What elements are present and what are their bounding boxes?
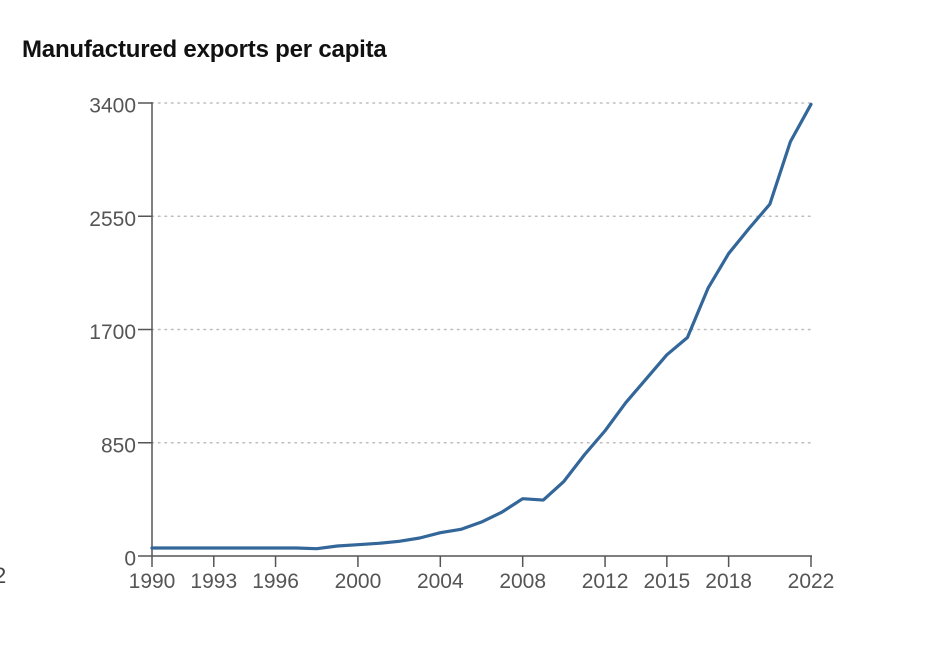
x-tick-label-2022: 2022 <box>788 570 835 593</box>
series <box>150 102 813 551</box>
x-tick-label-1996: 1996 <box>252 570 299 593</box>
y-tick-label-850: 850 <box>101 434 136 457</box>
x-tick-label-2004: 2004 <box>417 570 464 593</box>
x-tick-label-2015: 2015 <box>643 570 690 593</box>
axes: 0 850 1700 2550 3400 1990 1993 1996 2000 2004 2008… <box>89 95 834 593</box>
x-tick-label-2000: 2000 <box>335 570 382 593</box>
chart-title: Manufactured exports per capita <box>22 36 387 63</box>
gridlines <box>151 102 814 444</box>
x-tick-label-2018: 2018 <box>705 570 752 593</box>
x-tick-label-2012: 2012 <box>582 570 629 593</box>
y-tick-label-2550: 2550 <box>89 208 136 231</box>
x-tick-label-1990: 1990 <box>129 570 176 593</box>
y-tick-label-1700: 1700 <box>89 321 136 344</box>
series-line-0 <box>150 102 813 551</box>
x-tick-label-2008: 2008 <box>499 570 546 593</box>
x-tick-label-1993: 1993 <box>190 570 237 593</box>
y-tick-label-3400: 3400 <box>89 95 136 118</box>
clipped-tick-fragment: 2 <box>0 563 7 588</box>
y-tick-label-0: 0 <box>124 548 136 571</box>
